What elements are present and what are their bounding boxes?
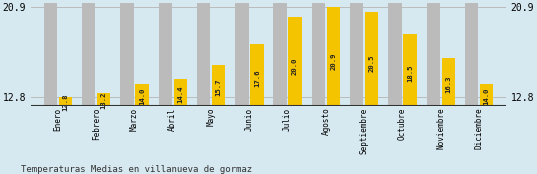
Bar (59, 97, 72, 106)
Bar (158, 0, 172, 106)
Text: 15.7: 15.7 (215, 79, 222, 96)
Bar (44, 0, 57, 106)
Bar (388, 0, 402, 106)
Bar (273, 0, 287, 106)
Bar (480, 84, 493, 106)
Text: 20.5: 20.5 (369, 55, 375, 72)
Bar (326, 7, 340, 106)
Bar (212, 65, 225, 106)
Bar (365, 12, 379, 106)
Bar (82, 0, 96, 106)
Text: 17.6: 17.6 (254, 69, 260, 87)
Bar (441, 58, 455, 106)
Bar (403, 34, 417, 106)
Bar (465, 0, 478, 106)
Text: 13.2: 13.2 (100, 91, 107, 109)
Text: 14.0: 14.0 (139, 87, 145, 105)
Text: 20.0: 20.0 (292, 57, 298, 75)
Bar (97, 93, 111, 106)
Bar (312, 0, 325, 106)
Bar (250, 44, 264, 106)
Bar (288, 17, 302, 106)
Bar (235, 0, 249, 106)
Bar (120, 0, 134, 106)
Text: Temperaturas Medias en villanueva de gormaz: Temperaturas Medias en villanueva de gor… (21, 165, 252, 174)
Bar (350, 0, 364, 106)
Text: 14.0: 14.0 (483, 87, 490, 105)
Text: 14.4: 14.4 (177, 85, 183, 103)
Text: 20.9: 20.9 (330, 53, 336, 70)
Bar (173, 80, 187, 106)
Bar (197, 0, 211, 106)
Text: 12.8: 12.8 (62, 93, 68, 111)
Bar (426, 0, 440, 106)
Text: 18.5: 18.5 (407, 65, 413, 82)
Bar (135, 84, 149, 106)
Text: 16.3: 16.3 (445, 76, 451, 93)
